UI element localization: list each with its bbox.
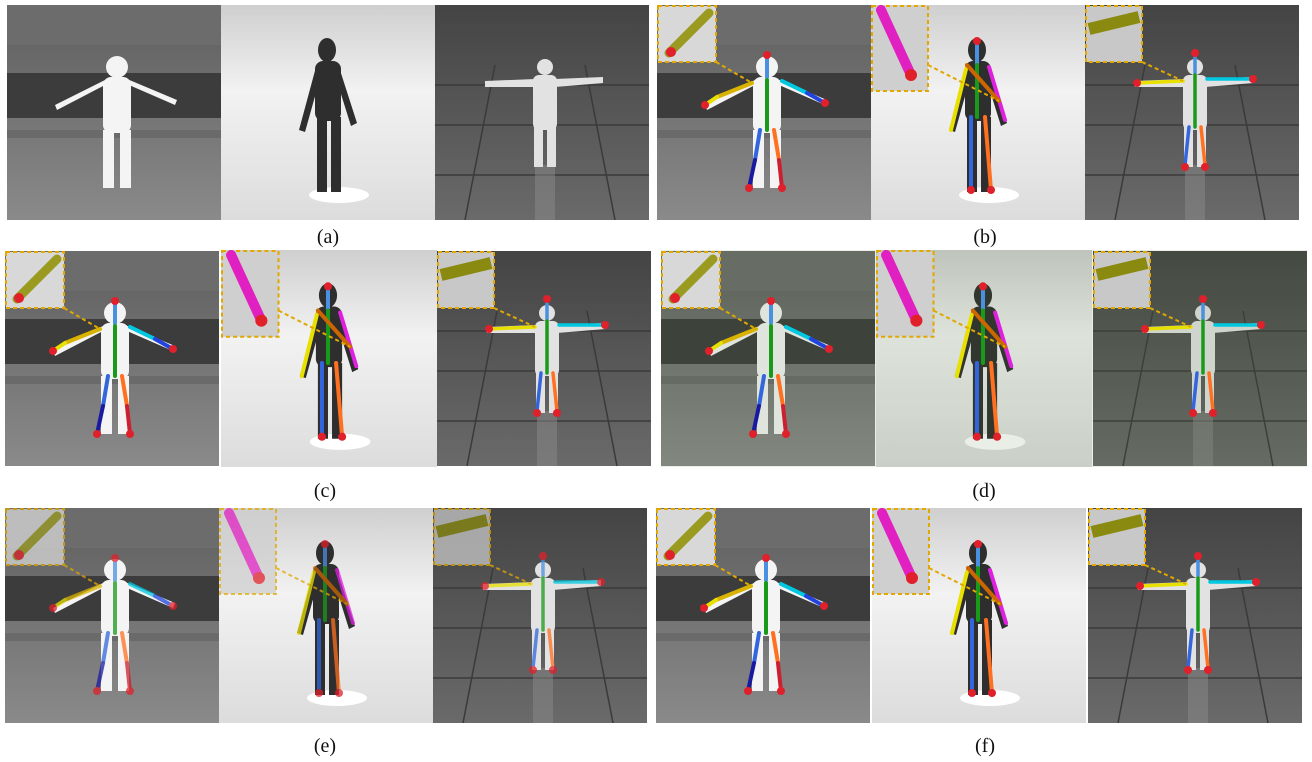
page: {"panels": [{"label": "(a)"}, {"label": … [0,0,1312,762]
figure: (a) (b) (c) (d) (e) (f) [0,0,1312,762]
panel-label: (a) [317,226,339,248]
panel [7,5,649,220]
panel [656,508,1302,723]
panel-label: (f) [975,735,995,757]
panel-label: (d) [972,480,995,502]
image [7,5,221,220]
panel [5,250,651,467]
image [221,5,435,220]
panel [657,5,1299,220]
panel [661,250,1307,467]
panel-label: (c) [314,480,336,502]
panel-label: (b) [973,226,996,248]
panel [5,508,647,723]
panel-label: (e) [314,735,336,757]
image [435,5,649,220]
